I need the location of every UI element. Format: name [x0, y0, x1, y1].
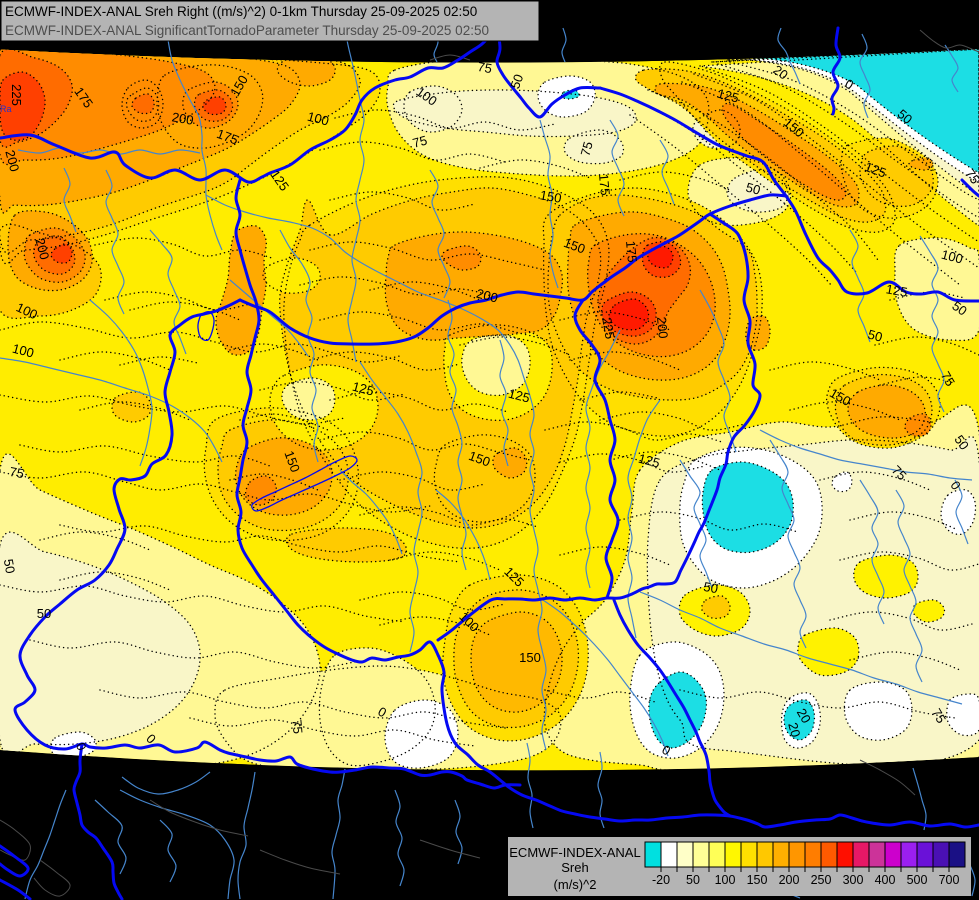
svg-text:100: 100 — [11, 341, 36, 361]
svg-text:500: 500 — [907, 873, 928, 887]
svg-text:50: 50 — [744, 180, 762, 198]
svg-text:125: 125 — [716, 86, 741, 106]
svg-text:50: 50 — [702, 579, 719, 596]
svg-text:-20: -20 — [652, 873, 670, 887]
svg-text:200: 200 — [779, 873, 800, 887]
svg-text:ECMWF-INDEX-ANAL: ECMWF-INDEX-ANAL — [509, 845, 640, 860]
svg-text:200: 200 — [2, 148, 22, 173]
svg-text:50: 50 — [37, 606, 51, 621]
svg-text:125: 125 — [885, 281, 909, 300]
svg-text:200: 200 — [654, 316, 671, 339]
svg-text:175: 175 — [623, 240, 640, 263]
svg-text:(m/s)^2: (m/s)^2 — [554, 877, 597, 892]
svg-text:ECMWF-INDEX-ANAL SignificantTo: ECMWF-INDEX-ANAL SignificantTornadoParam… — [5, 23, 489, 38]
svg-text:100: 100 — [715, 873, 736, 887]
svg-text:175: 175 — [596, 173, 613, 196]
svg-text:50: 50 — [1, 558, 18, 575]
svg-text:175: 175 — [215, 126, 241, 148]
svg-text:125: 125 — [507, 386, 532, 406]
svg-text:75: 75 — [289, 719, 305, 735]
svg-text:100: 100 — [306, 109, 331, 129]
svg-text:50: 50 — [866, 327, 884, 345]
svg-text:225: 225 — [9, 84, 24, 106]
svg-text:125: 125 — [637, 451, 662, 471]
svg-text:0: 0 — [73, 740, 90, 752]
svg-text:20: 20 — [770, 62, 790, 83]
svg-text:ECMWF-INDEX-ANAL Sreh Right ((: ECMWF-INDEX-ANAL Sreh Right ((m/s)^2) 0-… — [5, 4, 477, 19]
svg-text:700: 700 — [939, 873, 960, 887]
svg-text:150: 150 — [467, 448, 493, 470]
svg-text:100: 100 — [940, 247, 965, 267]
svg-text:50: 50 — [686, 873, 700, 887]
svg-text:Sreh: Sreh — [561, 860, 588, 875]
svg-text:75: 75 — [938, 369, 958, 389]
svg-text:400: 400 — [875, 873, 896, 887]
svg-text:50: 50 — [507, 72, 526, 91]
svg-text:75: 75 — [8, 464, 25, 481]
svg-text:20: 20 — [794, 706, 814, 726]
svg-text:75: 75 — [578, 140, 596, 158]
svg-text:250: 250 — [811, 873, 832, 887]
svg-text:75: 75 — [411, 133, 429, 151]
svg-text:20: 20 — [785, 721, 803, 739]
svg-text:50: 50 — [949, 298, 969, 319]
svg-text:150: 150 — [281, 449, 303, 475]
svg-text:125: 125 — [863, 159, 889, 181]
svg-text:150: 150 — [562, 235, 588, 257]
svg-text:125: 125 — [351, 379, 376, 399]
svg-text:50: 50 — [951, 432, 972, 452]
svg-text:150: 150 — [519, 650, 541, 665]
svg-text:75: 75 — [476, 59, 493, 76]
svg-text:200: 200 — [171, 109, 195, 128]
svg-text:225: 225 — [599, 316, 618, 340]
svg-text:200: 200 — [32, 236, 52, 261]
svg-text:300: 300 — [843, 873, 864, 887]
svg-text:150: 150 — [747, 873, 768, 887]
svg-text:75: 75 — [929, 706, 949, 726]
svg-text:150: 150 — [539, 187, 563, 206]
svg-text:200: 200 — [475, 286, 500, 306]
svg-text:Ra: Ra — [0, 104, 12, 114]
